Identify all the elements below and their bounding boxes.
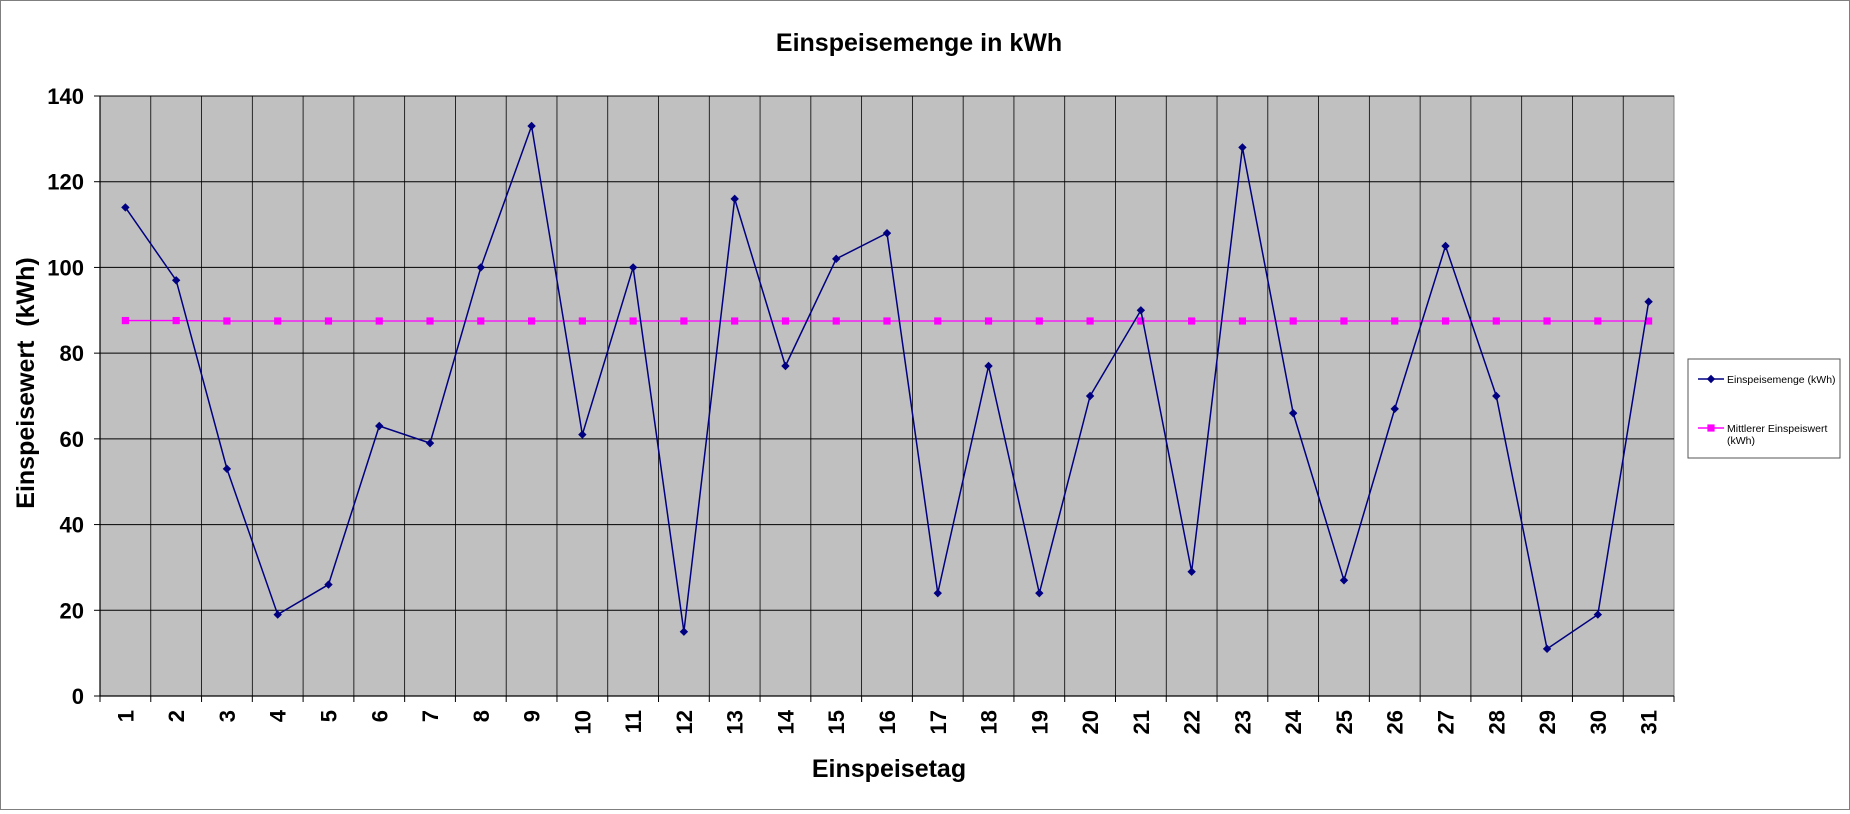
y-tick-label: 120	[47, 170, 84, 195]
data-point	[1086, 317, 1093, 324]
data-point	[223, 317, 230, 324]
data-point	[1340, 317, 1347, 324]
data-point	[477, 317, 484, 324]
legend-swatch-marker	[1707, 424, 1714, 431]
x-tick-label: 29	[1535, 710, 1560, 734]
data-point	[325, 317, 332, 324]
x-tick-label: 10	[570, 710, 595, 734]
data-point	[934, 317, 941, 324]
x-tick-label: 18	[977, 710, 1002, 734]
x-tick-label: 4	[266, 709, 291, 722]
x-tick-label: 20	[1078, 710, 1103, 734]
x-tick-label: 11	[621, 710, 646, 733]
x-axis-label: Einspeisetag	[812, 755, 966, 783]
x-tick-label: 28	[1484, 710, 1509, 734]
y-tick-label: 60	[60, 427, 84, 452]
x-tick-label: 17	[926, 710, 951, 734]
x-tick-label: 24	[1281, 709, 1306, 734]
data-point	[122, 317, 129, 324]
data-point	[1493, 317, 1500, 324]
data-point	[1290, 317, 1297, 324]
x-tick-label: 5	[316, 710, 341, 722]
data-point	[680, 317, 687, 324]
x-tick-label: 3	[215, 710, 240, 722]
plot-area	[100, 96, 1674, 696]
x-tick-label: 7	[418, 710, 443, 722]
y-tick-label: 40	[60, 513, 84, 538]
data-point	[376, 317, 383, 324]
x-tick-label: 12	[672, 710, 697, 734]
data-point	[985, 317, 992, 324]
x-tick-label: 2	[164, 710, 189, 722]
data-point	[426, 317, 433, 324]
y-tick-label: 20	[60, 598, 84, 623]
x-tick-label: 23	[1230, 710, 1255, 734]
data-point	[1442, 317, 1449, 324]
data-point	[833, 317, 840, 324]
x-tick-label: 22	[1180, 710, 1205, 734]
x-tick-label: 30	[1586, 710, 1611, 734]
data-point	[274, 317, 281, 324]
x-tick-label: 15	[824, 710, 849, 734]
x-tick-label: 1	[113, 710, 138, 722]
x-tick-label: 9	[520, 710, 545, 722]
x-tick-label: 13	[723, 710, 748, 734]
x-tick-label: 27	[1434, 710, 1459, 734]
data-point	[731, 317, 738, 324]
legend-label: Einspeisemenge (kWh)	[1727, 374, 1836, 386]
data-point	[1391, 317, 1398, 324]
data-point	[173, 317, 180, 324]
x-tick-label: 16	[875, 710, 900, 734]
x-tick-label: 21	[1129, 710, 1154, 734]
x-tick-label: 6	[367, 710, 392, 722]
y-tick-label: 80	[60, 341, 84, 366]
x-tick-label: 26	[1383, 710, 1408, 734]
y-axis-label: Einspeisewert (kWh)	[12, 257, 40, 508]
data-point	[782, 317, 789, 324]
data-point	[1036, 317, 1043, 324]
y-tick-label: 0	[72, 684, 84, 709]
x-tick-label: 19	[1027, 710, 1052, 734]
data-point	[1239, 317, 1246, 324]
x-tick-label: 25	[1332, 710, 1357, 734]
y-tick-labels: 0 20 40 60 80 100 120 140	[47, 84, 84, 709]
data-point	[883, 317, 890, 324]
data-point	[579, 317, 586, 324]
data-point	[1188, 317, 1195, 324]
x-tick-label: 14	[773, 709, 798, 734]
data-point	[1543, 317, 1550, 324]
legend: Einspeisemenge (kWh)Mittlerer Einspeiswe…	[1688, 359, 1840, 458]
data-point	[1594, 317, 1601, 324]
data-point	[528, 317, 535, 324]
y-tick-label: 100	[47, 255, 84, 280]
chart-title: Einspeisemenge in kWh	[776, 29, 1062, 57]
x-tick-label: 8	[469, 710, 494, 722]
y-tick-label: 140	[47, 84, 84, 109]
x-tick-label: 31	[1637, 710, 1662, 734]
data-point	[630, 317, 637, 324]
